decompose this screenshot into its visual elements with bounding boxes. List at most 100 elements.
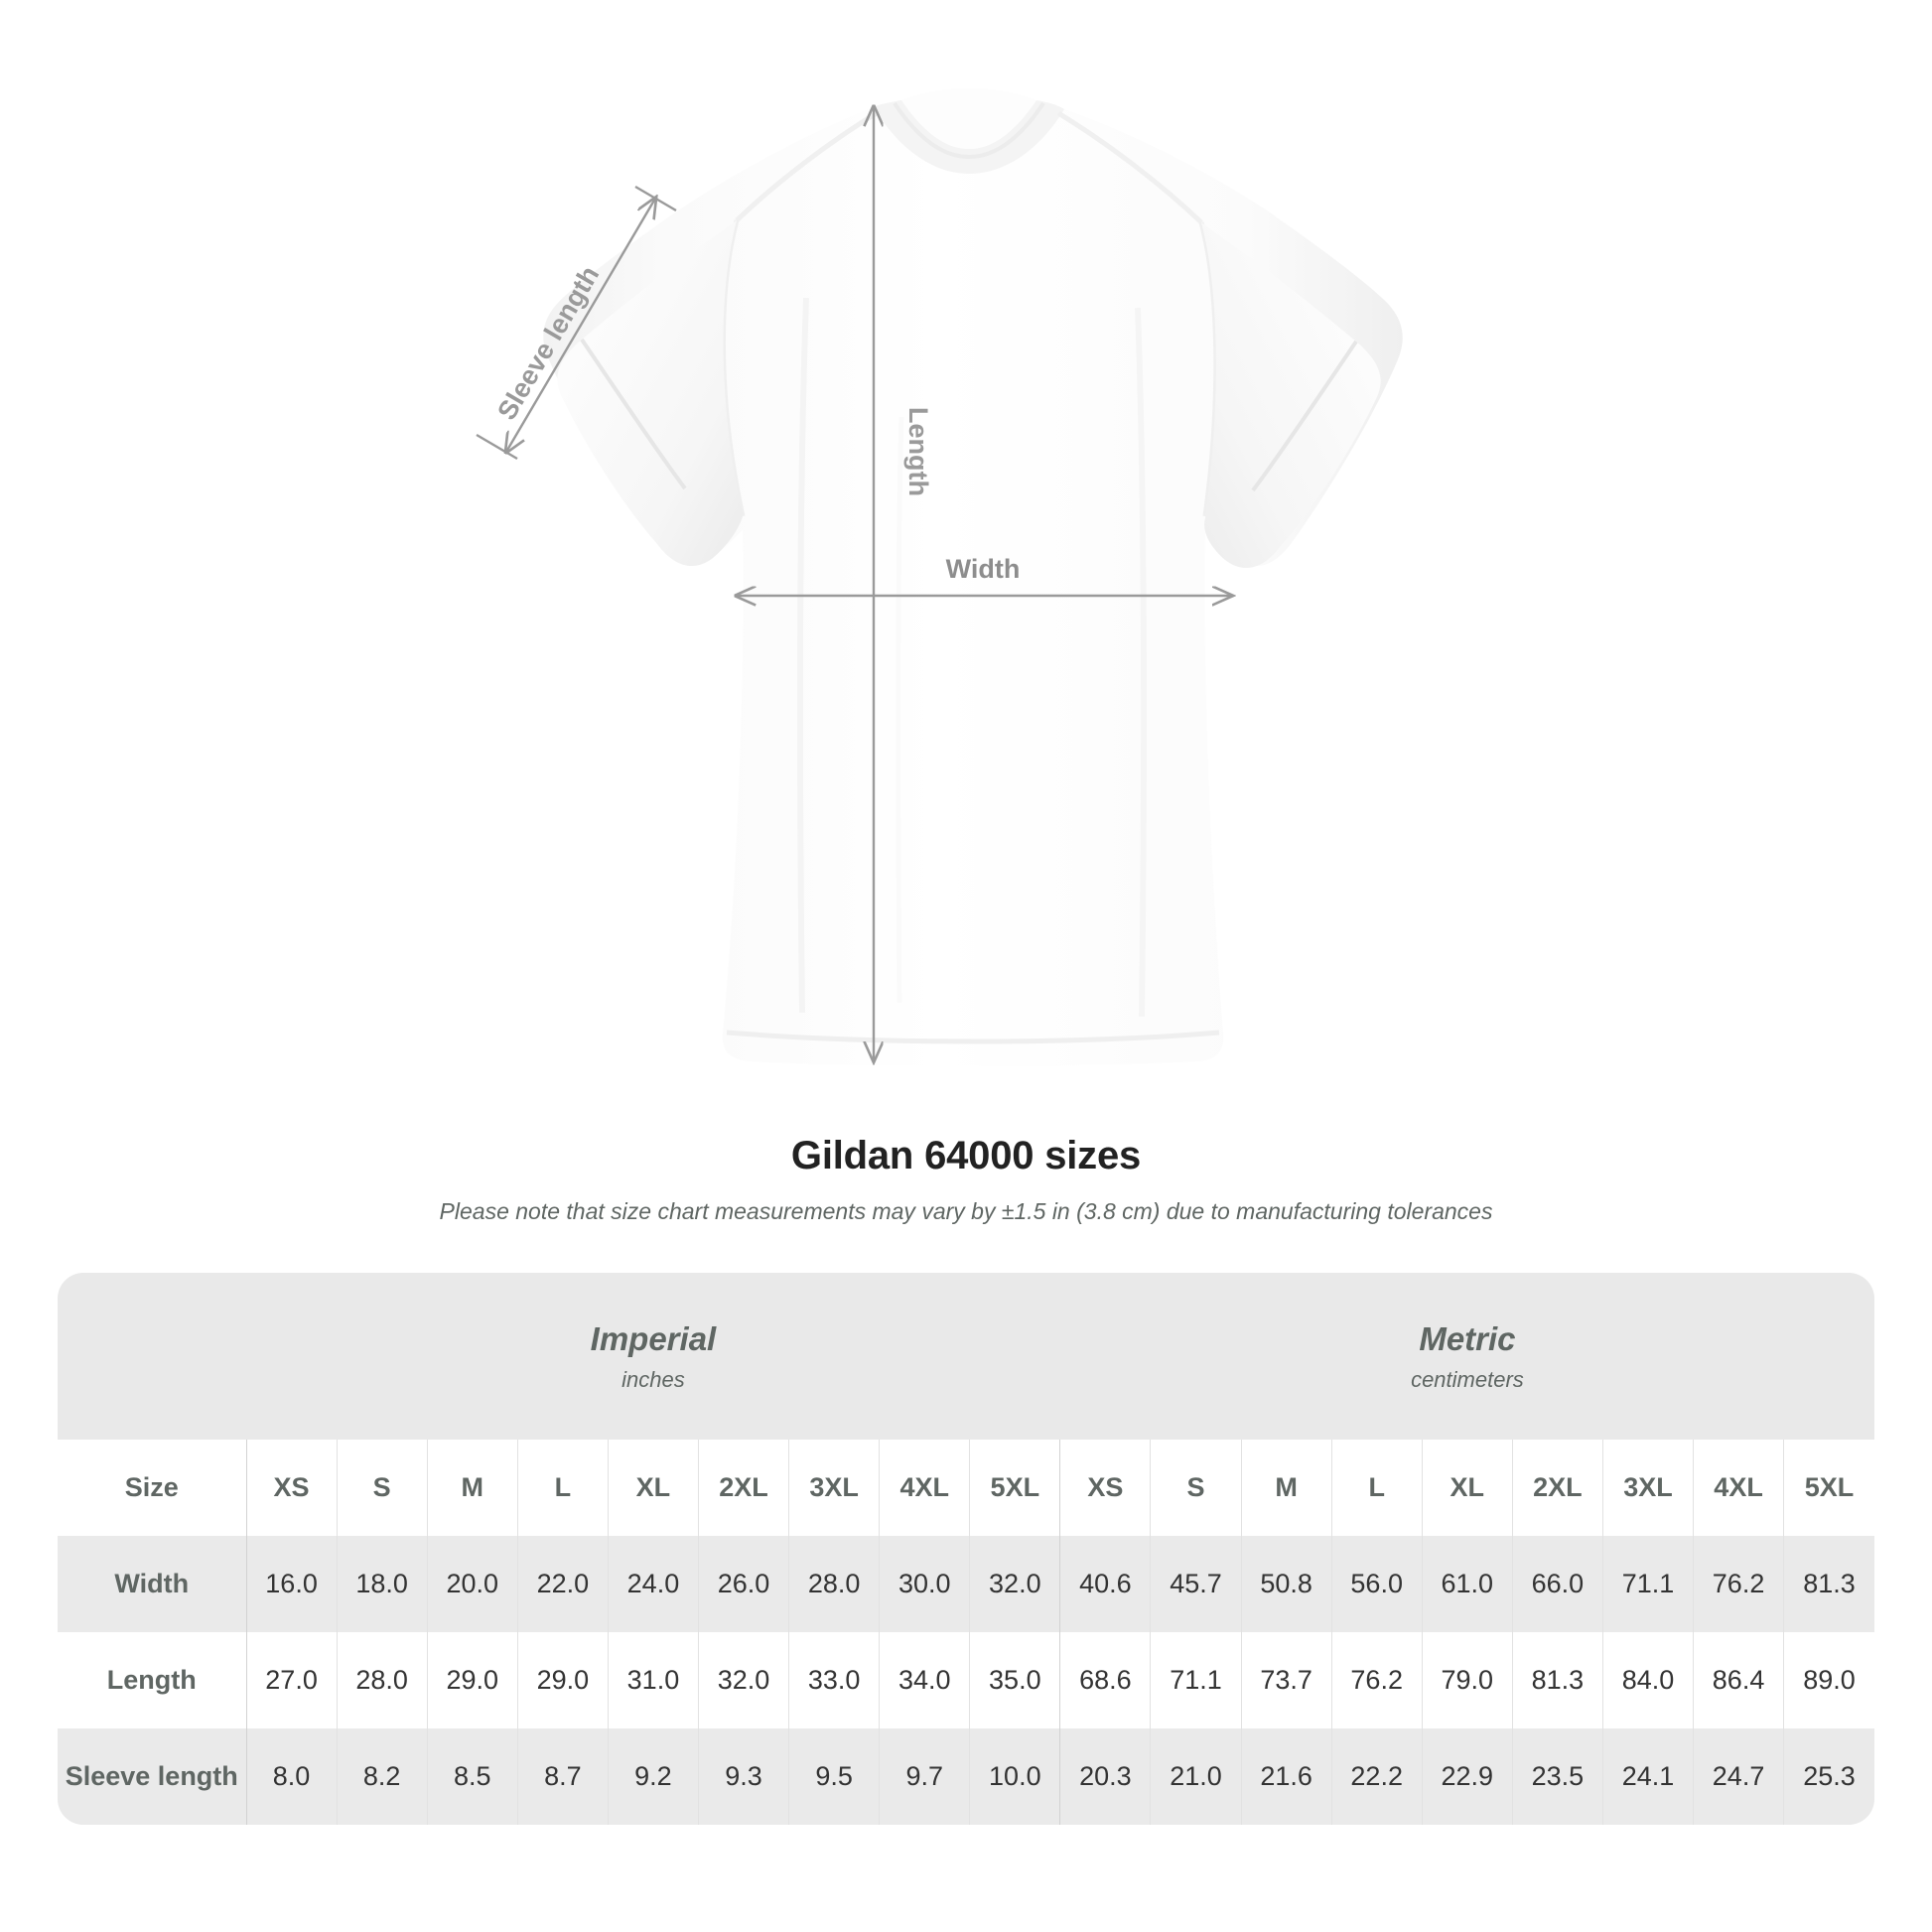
- size-header-row: Size XS S M L XL 2XL 3XL 4XL 5XL XS S M …: [58, 1440, 1874, 1536]
- table-cell: 81.3: [1511, 1632, 1603, 1728]
- table-cell: 71.1: [1601, 1536, 1694, 1632]
- table-cell: 40.6: [1059, 1536, 1151, 1632]
- table-cell: 18.0: [336, 1536, 428, 1632]
- table-cell: 30.0: [879, 1536, 970, 1632]
- table-cell: 23.5: [1511, 1728, 1603, 1825]
- table-cell: 20.3: [1059, 1728, 1151, 1825]
- table-cell: 29.0: [516, 1632, 609, 1728]
- table-cell: 73.7: [1240, 1632, 1332, 1728]
- table-cell: 27.0: [245, 1632, 338, 1728]
- table-cell: 22.9: [1421, 1728, 1513, 1825]
- chart-heading: Gildan 64000 sizes Please note that size…: [0, 1132, 1932, 1227]
- table-cell: 79.0: [1421, 1632, 1513, 1728]
- table-row: Sleeve length 8.0 8.2 8.5 8.7 9.2 9.3 9.…: [58, 1728, 1874, 1825]
- table-cell: 8.0: [245, 1728, 338, 1825]
- table-cell: 22.0: [516, 1536, 609, 1632]
- size-header-cell: M: [1240, 1440, 1332, 1536]
- table-cell: 21.6: [1240, 1728, 1332, 1825]
- table-cell: 56.0: [1330, 1536, 1423, 1632]
- table-cell: 9.7: [879, 1728, 970, 1825]
- tshirt-garment-shape: [543, 88, 1403, 1066]
- size-header-cell: 3XL: [1601, 1440, 1694, 1536]
- size-header-cell: 4XL: [879, 1440, 970, 1536]
- size-header-cell: XL: [607, 1440, 699, 1536]
- table-cell: 32.0: [969, 1536, 1060, 1632]
- width-label: Width: [946, 554, 1021, 584]
- table-cell: 35.0: [969, 1632, 1060, 1728]
- table-cell: 89.0: [1783, 1632, 1874, 1728]
- size-header-cell: S: [336, 1440, 428, 1536]
- row-label: Width: [58, 1536, 247, 1632]
- size-header-cell: 5XL: [969, 1440, 1060, 1536]
- table-cell: 84.0: [1601, 1632, 1694, 1728]
- table-cell: 34.0: [879, 1632, 970, 1728]
- table-cell: 71.1: [1150, 1632, 1242, 1728]
- table-cell: 29.0: [426, 1632, 518, 1728]
- unit-group-metric-sub: centimeters: [1411, 1367, 1524, 1393]
- row-label: Sleeve length: [58, 1728, 247, 1825]
- size-header-cell: 2XL: [697, 1440, 789, 1536]
- size-row-label: Size: [58, 1440, 247, 1536]
- table-cell: 24.1: [1601, 1728, 1694, 1825]
- unit-group-imperial-name: Imperial: [590, 1320, 717, 1358]
- tshirt-diagram: Length Width Sleeve length: [476, 88, 1403, 1066]
- table-cell: 66.0: [1511, 1536, 1603, 1632]
- table-cell: 10.0: [969, 1728, 1060, 1825]
- page-title: Gildan 64000 sizes: [790, 1134, 1142, 1177]
- size-header-cell: XS: [1059, 1440, 1151, 1536]
- measurement-guides: [476, 107, 1231, 1060]
- table-cell: 28.0: [336, 1632, 428, 1728]
- length-label: Length: [903, 407, 933, 496]
- table-row: Width 16.0 18.0 20.0 22.0 24.0 26.0 28.0…: [58, 1536, 1874, 1632]
- size-header-cell: L: [1330, 1440, 1423, 1536]
- tolerance-note: Please note that size chart measurements…: [439, 1198, 1493, 1224]
- table-cell: 8.7: [516, 1728, 609, 1825]
- size-header-cell: M: [426, 1440, 518, 1536]
- sleeve-length-guide: [476, 185, 677, 461]
- table-cell: 21.0: [1150, 1728, 1242, 1825]
- size-header-cell: 5XL: [1783, 1440, 1874, 1536]
- size-header-cell: 3XL: [788, 1440, 880, 1536]
- size-table-container: Imperial inches Metric centimeters Size …: [58, 1273, 1874, 1825]
- table-cell: 9.5: [788, 1728, 880, 1825]
- size-header-cell: S: [1150, 1440, 1242, 1536]
- unit-group-metric-name: Metric: [1419, 1320, 1516, 1358]
- table-cell: 22.2: [1330, 1728, 1423, 1825]
- table-cell: 9.2: [607, 1728, 699, 1825]
- table-cell: 33.0: [788, 1632, 880, 1728]
- size-header-cell: XS: [245, 1440, 338, 1536]
- table-cell: 24.0: [607, 1536, 699, 1632]
- table-cell: 26.0: [697, 1536, 789, 1632]
- table-cell: 61.0: [1421, 1536, 1513, 1632]
- table-cell: 68.6: [1059, 1632, 1151, 1728]
- table-cell: 86.4: [1693, 1632, 1784, 1728]
- table-cell: 76.2: [1693, 1536, 1784, 1632]
- table-cell: 9.3: [697, 1728, 789, 1825]
- unit-group-imperial-sub: inches: [621, 1367, 685, 1393]
- size-header-cell: 2XL: [1511, 1440, 1603, 1536]
- size-table: Imperial inches Metric centimeters Size …: [58, 1273, 1874, 1825]
- table-cell: 8.5: [426, 1728, 518, 1825]
- table-cell: 24.7: [1693, 1728, 1784, 1825]
- unit-group-metric: Metric centimeters: [1059, 1273, 1874, 1440]
- table-cell: 45.7: [1150, 1536, 1242, 1632]
- table-cell: 32.0: [697, 1632, 789, 1728]
- table-cell: 31.0: [607, 1632, 699, 1728]
- table-cell: 76.2: [1330, 1632, 1423, 1728]
- unit-header-row: Imperial inches Metric centimeters: [58, 1273, 1874, 1440]
- unit-group-imperial: Imperial inches: [246, 1273, 1060, 1440]
- table-cell: 81.3: [1783, 1536, 1874, 1632]
- table-cell: 8.2: [336, 1728, 428, 1825]
- table-row: Length 27.0 28.0 29.0 29.0 31.0 32.0 33.…: [58, 1632, 1874, 1728]
- row-label: Length: [58, 1632, 247, 1728]
- table-cell: 50.8: [1240, 1536, 1332, 1632]
- unit-header-spacer: [58, 1273, 247, 1440]
- size-header-cell: 4XL: [1693, 1440, 1784, 1536]
- size-header-cell: XL: [1421, 1440, 1513, 1536]
- table-cell: 16.0: [245, 1536, 338, 1632]
- size-header-cell: L: [516, 1440, 609, 1536]
- table-cell: 28.0: [788, 1536, 880, 1632]
- table-cell: 20.0: [426, 1536, 518, 1632]
- table-cell: 25.3: [1783, 1728, 1874, 1825]
